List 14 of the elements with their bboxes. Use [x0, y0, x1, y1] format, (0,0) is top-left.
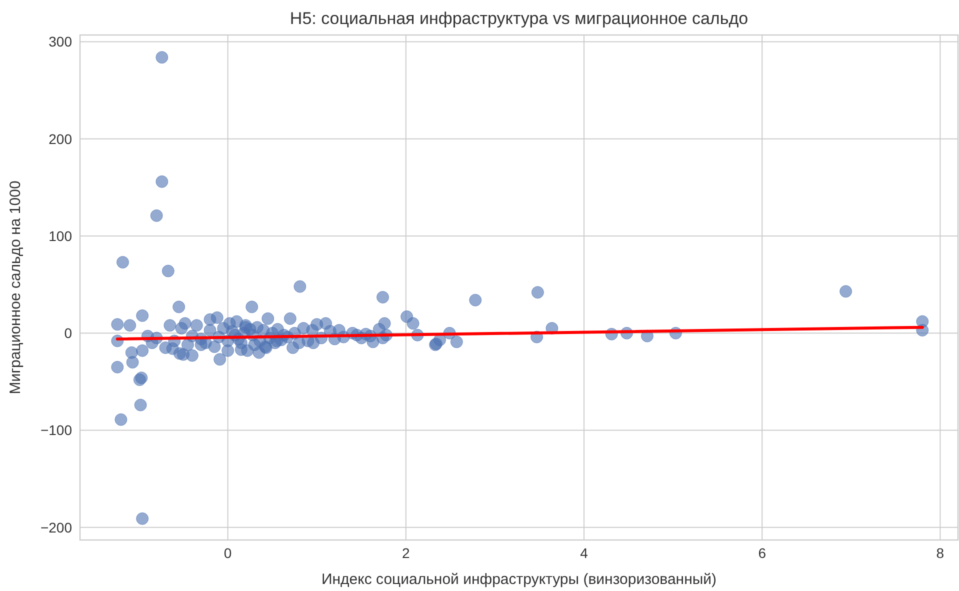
x-tick-label: 6 — [758, 545, 766, 561]
y-tick-label: 0 — [64, 325, 72, 342]
y-tick-label: 300 — [48, 34, 72, 50]
x-tick-label: 8 — [936, 545, 944, 561]
x-tick-label: 4 — [580, 545, 588, 561]
y-tick-label: 200 — [48, 130, 72, 147]
y-axis-title: Миграционное сальдо на 1000 — [7, 180, 24, 394]
x-tick-label: 2 — [402, 545, 410, 561]
x-axis-title: Индекс социальной инфраструктуры (винзоризованный) — [321, 571, 717, 588]
y-tick-label: −200 — [40, 519, 72, 536]
y-tick-label: 100 — [48, 228, 72, 244]
x-tick-label: 0 — [224, 545, 232, 561]
y-tick-label: −100 — [40, 422, 72, 438]
chart-title: H5: социальная инфраструктура vs миграционное сальдо — [290, 9, 748, 28]
